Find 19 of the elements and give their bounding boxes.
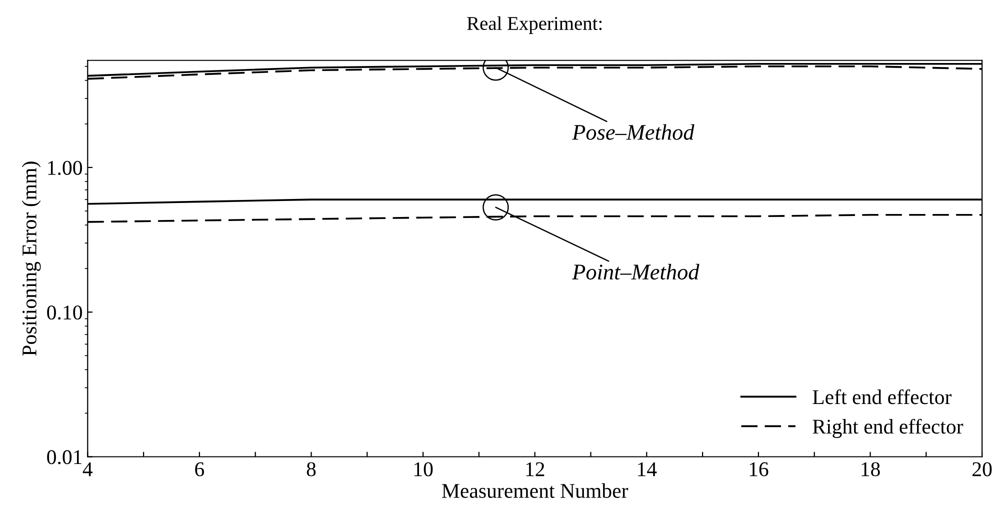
annotation: Pose–Method [572, 124, 694, 140]
y-axis-title: Positioning Error (mm) [22, 162, 41, 356]
x-tick-label: 12 [526, 462, 544, 476]
y-tick-label: 0.10 [47, 305, 82, 320]
x-tick-label: 8 [306, 462, 316, 476]
x-tick-label: 4 [82, 462, 93, 476]
x-axis-title: Measurement Number [442, 483, 628, 498]
x-tick-label: 18 [862, 462, 880, 476]
x-tick-label: 10 [414, 462, 433, 476]
legend-label: Right end effector [812, 418, 964, 438]
y-tick-label: 1.00 [48, 160, 82, 175]
legend-label: Left end effector [812, 389, 952, 404]
x-tick-label: 6 [195, 462, 204, 476]
x-tick-label: 20 [972, 462, 992, 476]
chart-title: Real Experiment: [467, 16, 602, 34]
x-tick-label: 16 [750, 462, 768, 476]
y-tick-label: 0.01 [47, 450, 82, 464]
x-tick-label: 14 [638, 462, 657, 476]
annotation: Point–Method [572, 264, 700, 280]
